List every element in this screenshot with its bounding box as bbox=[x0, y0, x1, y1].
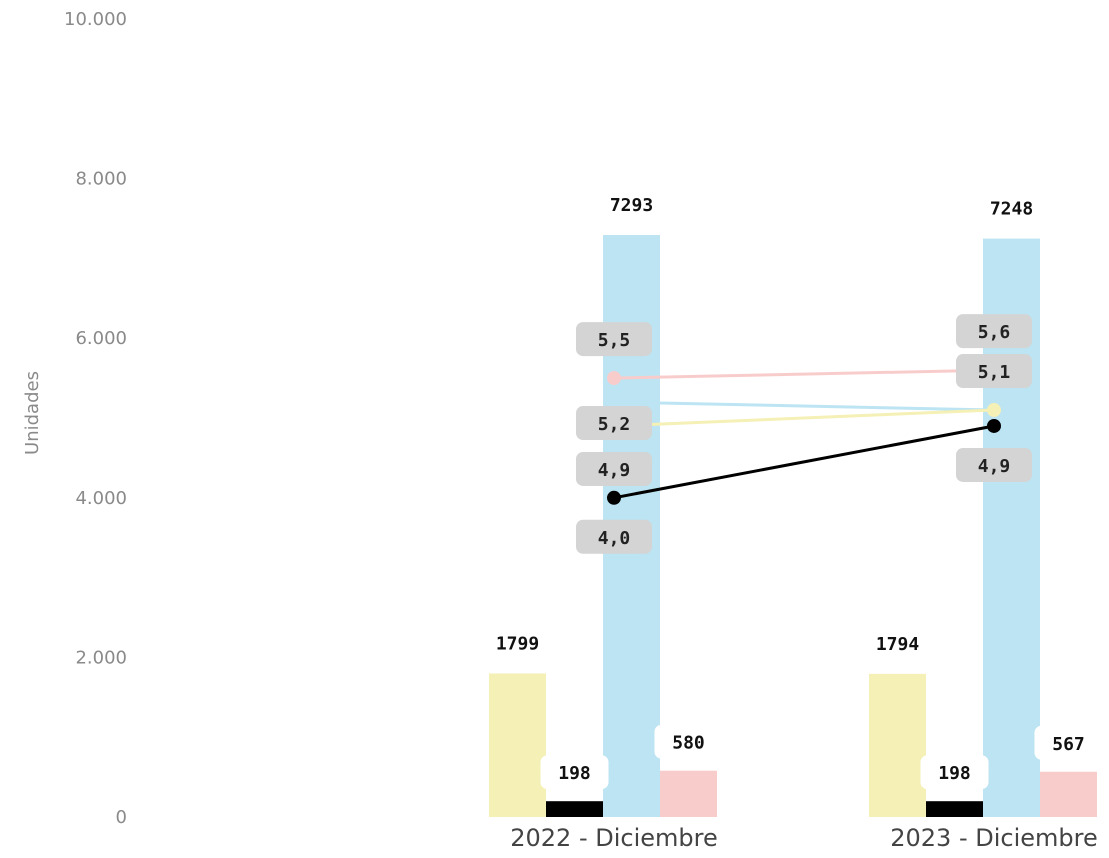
line-point bbox=[607, 395, 621, 410]
line-series bbox=[613, 424, 995, 500]
line-data-label: 5,2 bbox=[598, 414, 631, 435]
line-series bbox=[613, 408, 995, 428]
line-label-box bbox=[576, 406, 652, 441]
line-data-label: 4,0 bbox=[598, 528, 631, 549]
line-point bbox=[987, 418, 1001, 433]
bar-label-box bbox=[920, 755, 989, 790]
line-label-box bbox=[576, 451, 652, 486]
bar-data-label: 1794 bbox=[876, 634, 920, 655]
line-label-box bbox=[576, 519, 652, 554]
bar-label-box bbox=[654, 724, 723, 759]
x-category-label: 2023 - Diciembre bbox=[890, 824, 1098, 852]
bar-data-label: 567 bbox=[1052, 734, 1085, 755]
bar-data-label: 7293 bbox=[610, 195, 653, 216]
bar bbox=[546, 801, 603, 817]
y-tick-label: 2.000 bbox=[75, 647, 127, 668]
bar bbox=[926, 801, 983, 817]
y-tick-label: 10.000 bbox=[64, 9, 127, 30]
line-data-label: 4,9 bbox=[598, 460, 631, 481]
y-tick-label: 0 bbox=[116, 807, 127, 828]
line-data-label: 5,6 bbox=[978, 322, 1011, 343]
y-tick-label: 6.000 bbox=[75, 328, 127, 349]
line-data-label: 5,5 bbox=[598, 330, 631, 351]
bar bbox=[1040, 771, 1097, 817]
line-label-box bbox=[956, 354, 1032, 389]
line-data-label: 5,1 bbox=[978, 362, 1011, 383]
y-tick-label: 8.000 bbox=[75, 169, 127, 190]
line-label-box bbox=[576, 322, 652, 357]
bar-label-box bbox=[1034, 725, 1103, 760]
y-tick-label: 4.000 bbox=[75, 488, 127, 509]
bar bbox=[660, 770, 717, 817]
line-series bbox=[613, 368, 995, 380]
bar-data-label: 580 bbox=[672, 733, 705, 754]
line-series bbox=[613, 400, 995, 412]
bar-data-label: 1799 bbox=[496, 633, 539, 654]
line-point bbox=[607, 371, 621, 386]
bar bbox=[489, 673, 546, 817]
line-point bbox=[607, 490, 621, 505]
bar-data-label: 7248 bbox=[990, 199, 1033, 220]
line-data-label: 4,9 bbox=[978, 456, 1011, 477]
bar bbox=[869, 673, 926, 817]
y-axis-title: Unidades bbox=[22, 371, 43, 455]
x-axis: 2022 - Diciembre 2023 - Diciembre bbox=[510, 824, 1098, 852]
bar-data-label: 198 bbox=[938, 763, 971, 784]
bar-label-box bbox=[540, 755, 609, 790]
line-label-box bbox=[956, 314, 1032, 349]
line-point bbox=[987, 403, 1001, 418]
x-category-label: 2022 - Diciembre bbox=[510, 824, 718, 852]
bar-data-label: 198 bbox=[558, 763, 591, 784]
y-axis: 0 2.000 4.000 6.000 8.000 10.000 bbox=[64, 9, 127, 828]
data-labels: 1799 1794 198 198 7293 7248 580 567 5,5 5,6 5,2 5,1… bbox=[496, 195, 1103, 790]
line-label-box bbox=[956, 447, 1032, 482]
line-series-group bbox=[607, 363, 1001, 505]
